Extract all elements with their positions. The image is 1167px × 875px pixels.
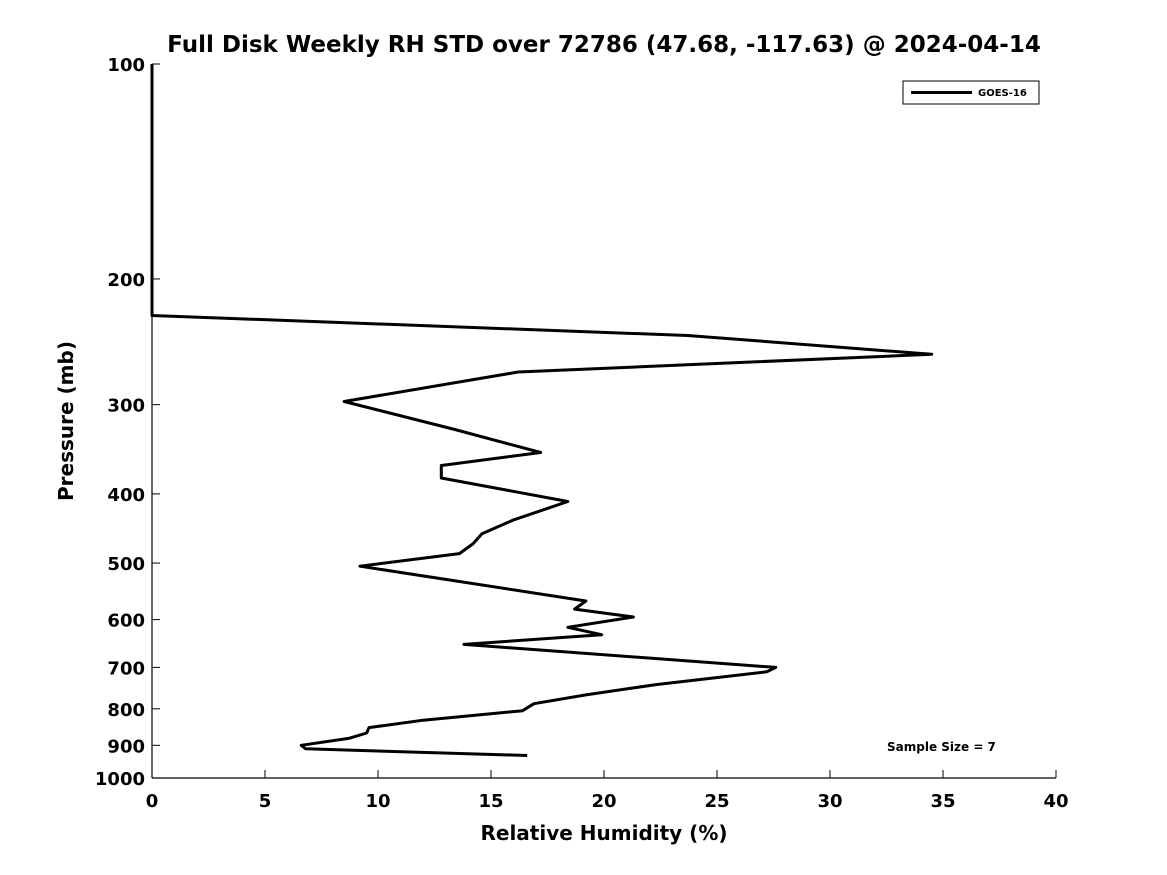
x-tick-label: 5 [259, 791, 272, 812]
y-tick-label: 100 [107, 55, 145, 76]
y-tick-label: 600 [107, 611, 145, 632]
y-tick-label: 300 [107, 396, 145, 417]
plot-axes [151, 64, 1056, 779]
y-tick-label: 200 [107, 270, 145, 291]
y-axis-label: Pressure (mb) [54, 341, 78, 501]
series-line-goes-16 [150, 64, 934, 757]
x-tick-label: 35 [930, 791, 955, 812]
x-tick-label: 20 [591, 791, 616, 812]
x-tick-label: 10 [365, 791, 390, 812]
x-tick-label: 30 [817, 791, 842, 812]
y-tick-label: 800 [107, 700, 145, 721]
legend: GOES-16 [902, 80, 1040, 105]
y-tick-label: 700 [107, 658, 145, 679]
x-tick-label: 15 [478, 791, 503, 812]
y-axis-ticks: 100 200 300 400 500 600 700 800 900 1000 [95, 55, 160, 790]
y-tick-label: 1000 [95, 769, 145, 790]
y-tick-label: 900 [107, 736, 145, 757]
plot-series [150, 64, 934, 757]
x-tick-label: 40 [1043, 791, 1068, 812]
x-axis-label: Relative Humidity (%) [480, 821, 727, 845]
x-axis-ticks: 0 5 10 15 20 25 30 35 40 [146, 770, 1069, 812]
chart-title: Full Disk Weekly RH STD over 72786 (47.6… [167, 32, 1041, 58]
x-tick-label: 25 [704, 791, 729, 812]
y-tick-label: 500 [107, 554, 145, 575]
legend-entry-goes-16: GOES-16 [978, 88, 1027, 99]
x-tick-label: 0 [146, 791, 159, 812]
y-tick-label: 400 [107, 485, 145, 506]
sample-size-annotation: Sample Size = 7 [887, 740, 996, 754]
